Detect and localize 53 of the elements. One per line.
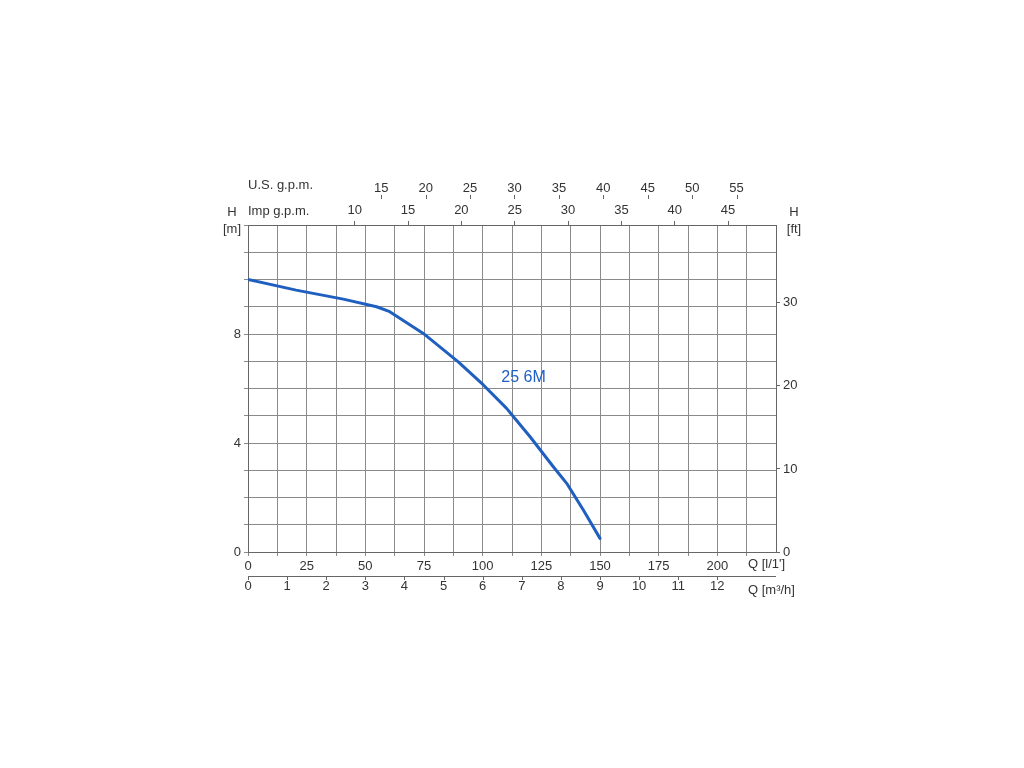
x-tick-label: 3 bbox=[361, 578, 369, 594]
y2-tick-label: 0 bbox=[783, 543, 791, 559]
x2-tick-label: 45 bbox=[640, 179, 655, 195]
y2-axis-title: H [ft] bbox=[786, 203, 802, 236]
x-tick-label: 1 bbox=[283, 578, 291, 594]
x-tick-label: 5 bbox=[439, 578, 448, 594]
y2-tick-label: 30 bbox=[783, 294, 798, 310]
x-tick-label: 125 bbox=[530, 558, 553, 574]
x-tick-label: 150 bbox=[589, 558, 611, 574]
x-tick-label: 0 bbox=[244, 578, 252, 594]
x-tick-label: 7 bbox=[518, 578, 526, 594]
y2-tick-label: 10 bbox=[783, 460, 798, 476]
x2-tick-label: 40 bbox=[667, 201, 682, 217]
x2-tick-label: 55 bbox=[729, 179, 744, 195]
x-axis-title: Q [m³/h] bbox=[748, 581, 795, 597]
x-tick-label: 100 bbox=[471, 558, 494, 574]
x-tick-label: 200 bbox=[706, 558, 729, 574]
x-tick-label: 6 bbox=[479, 578, 487, 594]
x-tick-label: 50 bbox=[358, 558, 373, 574]
x-axis-title: Q [l/1'] bbox=[748, 555, 786, 571]
y-tick-label: 0 bbox=[233, 543, 241, 559]
y-axis-title: H [m] bbox=[222, 203, 242, 236]
x2-tick-label: 25 bbox=[462, 179, 478, 195]
x2-axis-title: Imp g.p.m. bbox=[248, 202, 310, 218]
x2-tick-label: 25 bbox=[507, 201, 522, 217]
x2-tick-label: 30 bbox=[507, 179, 522, 195]
x-tick-label: 8 bbox=[557, 578, 565, 594]
annotation: 25 6M bbox=[501, 368, 546, 386]
x-tick-label: 11 bbox=[671, 578, 685, 594]
y-tick-label: 4 bbox=[233, 434, 241, 450]
x-tick-label: 12 bbox=[710, 578, 725, 594]
x2-tick-label: 50 bbox=[684, 179, 700, 195]
y2-tick-label: 20 bbox=[783, 377, 798, 393]
x2-tick-label: 10 bbox=[347, 201, 362, 217]
x2-tick-label: 30 bbox=[560, 201, 576, 217]
x-tick-label: 25 bbox=[299, 558, 314, 574]
x-tick-label: 0 bbox=[244, 558, 252, 574]
x-tick-label: 175 bbox=[647, 558, 670, 574]
x2-axis-title: U.S. g.p.m. bbox=[248, 176, 314, 192]
x-tick-label: 4 bbox=[400, 578, 409, 594]
x-tick-label: 2 bbox=[322, 578, 330, 594]
x-tick-label: 9 bbox=[596, 578, 604, 594]
x2-tick-label: 35 bbox=[614, 201, 629, 217]
y-tick-label: 8 bbox=[233, 325, 241, 341]
x-tick-label: 10 bbox=[631, 578, 647, 594]
x2-tick-label: 40 bbox=[596, 179, 611, 195]
x2-tick-label: 20 bbox=[418, 179, 433, 195]
x2-tick-label: 35 bbox=[551, 179, 567, 195]
x2-tick-label: 20 bbox=[454, 201, 469, 217]
x-tick-label: 75 bbox=[416, 558, 432, 574]
x2-tick-label: 15 bbox=[400, 201, 416, 217]
x2-tick-label: 45 bbox=[720, 201, 736, 217]
x2-tick-label: 15 bbox=[374, 179, 389, 195]
